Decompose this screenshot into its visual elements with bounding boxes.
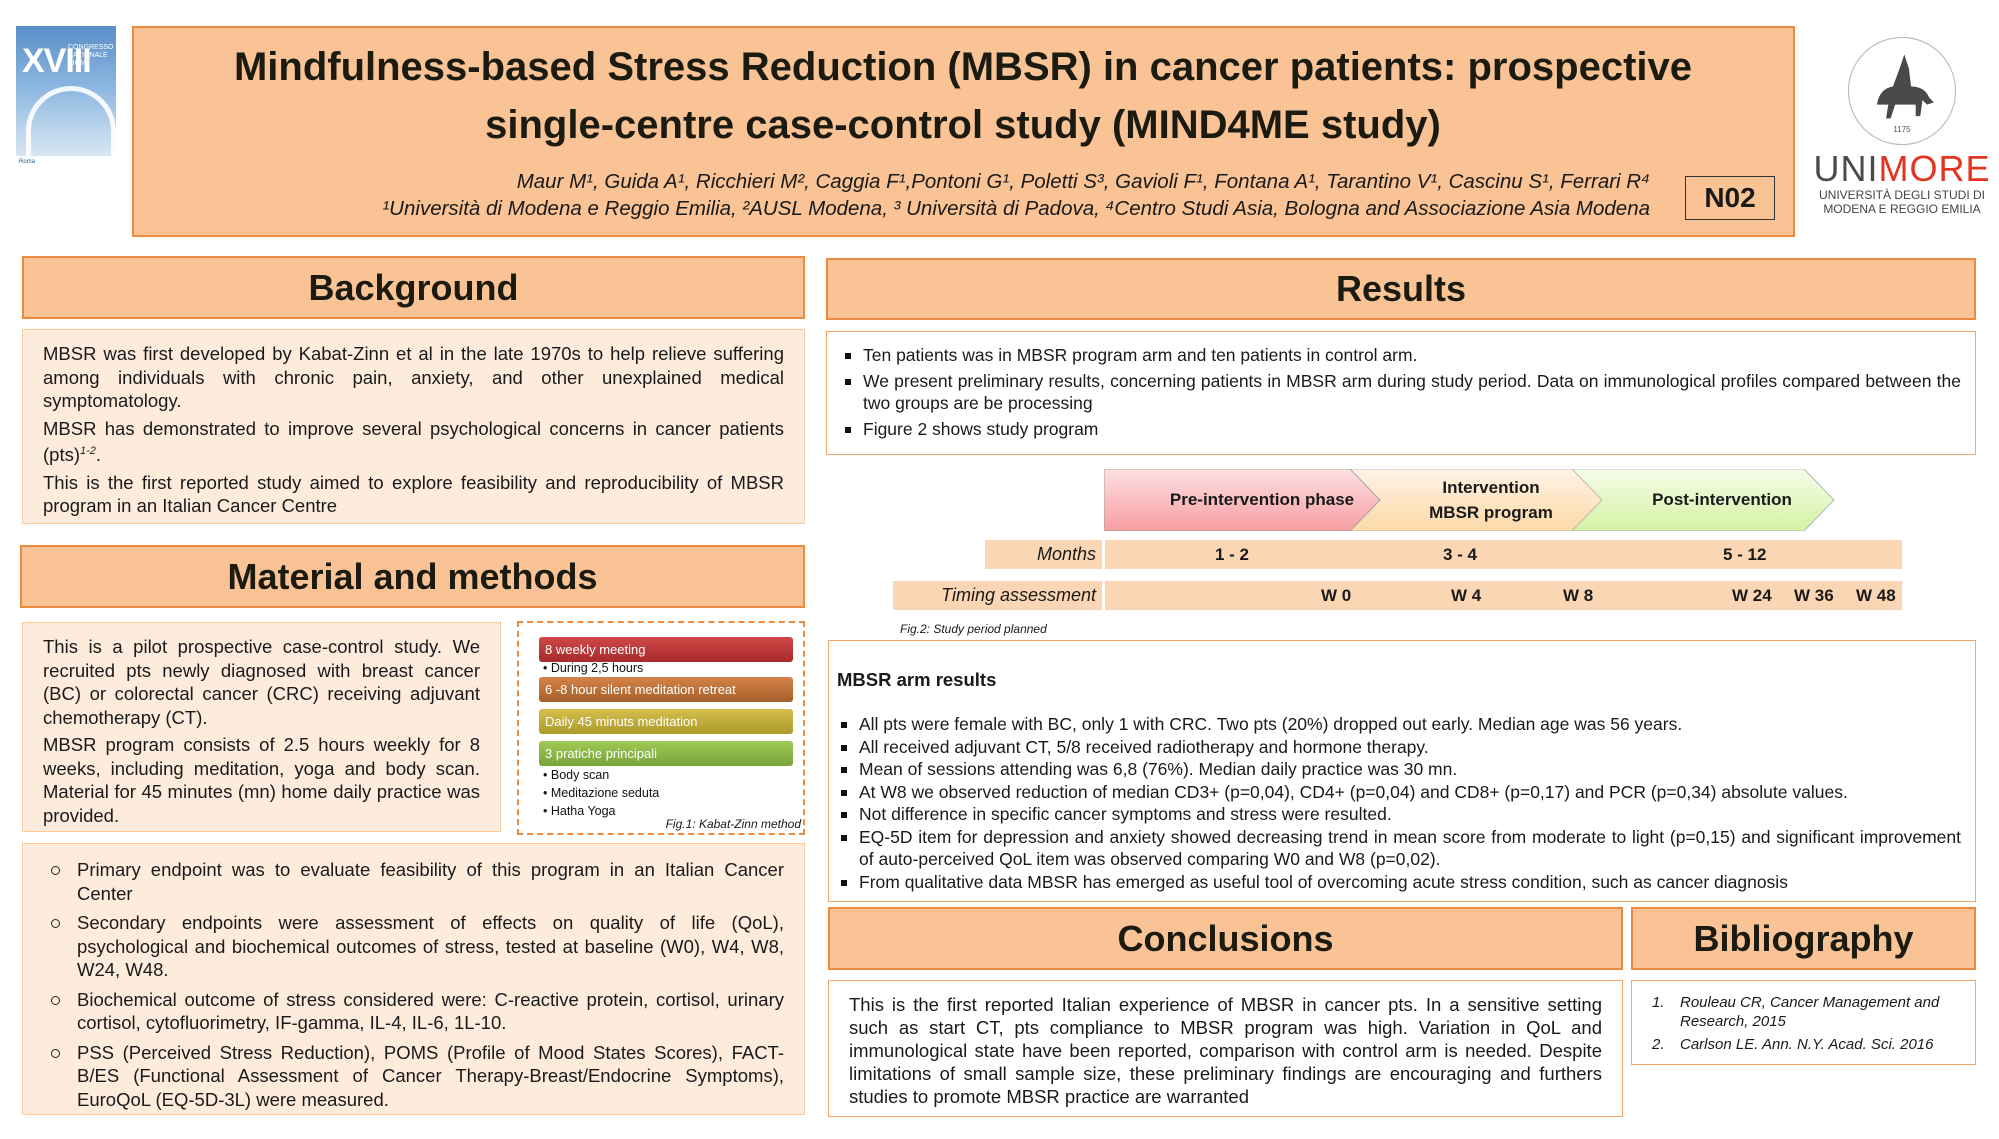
- fig1-sub-item: Meditazione seduta: [543, 786, 659, 800]
- poster-title: Mindfulness-based Stress Reduction (MBSR…: [150, 38, 1776, 154]
- results-bullet: Ten patients was in MBSR program arm and…: [841, 344, 1961, 366]
- author-list: Maur M¹, Guida A¹, Ricchieri M², Caggia …: [516, 170, 1650, 193]
- bibliography-section: 1. Rouleau CR, Cancer Management and Rese…: [1631, 980, 1976, 1065]
- endpoint-item: Primary endpoint was to evaluate feasibi…: [43, 858, 784, 905]
- wordmark-uni: UNI: [1813, 148, 1879, 189]
- affiliations: ¹Università di Modena e Reggio Emilia, ²…: [382, 197, 1650, 220]
- results-intro-list: Ten patients was in MBSR program arm and…: [841, 344, 1961, 440]
- background-paragraph: MBSR was first developed by Kabat-Zinn e…: [43, 343, 784, 411]
- timing-value: W 4: [1451, 586, 1482, 605]
- methods-heading: Material and methods: [20, 545, 805, 608]
- fig1-bar-pratiche: 3 pratiche principali: [539, 741, 793, 766]
- university-seal-icon: 1175: [1845, 34, 1959, 148]
- conclusions-text: This is the first reported Italian exper…: [849, 994, 1602, 1107]
- months-value: 5 - 12: [1723, 545, 1767, 564]
- mbsr-result-item: From qualitative data MBSR has emerged a…: [837, 871, 1961, 894]
- mbsr-results-list: All pts were female with BC, only 1 with…: [837, 713, 1961, 893]
- mbsr-result-item: EQ-5D item for depression and anxiety sh…: [837, 826, 1961, 871]
- university-name-line-1: UNIVERSITÀ DEGLI STUDI DI: [1818, 188, 1986, 202]
- wordmark-more: MORE: [1878, 148, 1991, 189]
- bibliography-number: 1.: [1652, 994, 1665, 1011]
- mbsr-result-item: All pts were female with BC, only 1 with…: [837, 713, 1961, 736]
- mbsr-result-item: Mean of sessions attending was 6,8 (76%)…: [837, 758, 1961, 781]
- endpoints-section: Primary endpoint was to evaluate feasibi…: [22, 843, 805, 1115]
- phase-label-post: Post-intervention: [1652, 490, 1792, 509]
- fig1-sub-item: During 2,5 hours: [543, 661, 643, 675]
- phase-label-intervention: Intervention MBSR program: [1380, 475, 1602, 525]
- unimore-wordmark: UNIMORE: [1812, 148, 1992, 190]
- title-line-1: Mindfulness-based Stress Reduction (MBSR…: [233, 45, 1693, 89]
- results-bullet: We present preliminary results, concerni…: [841, 370, 1961, 414]
- background-heading: Background: [22, 256, 805, 319]
- figure-1-kabat-zinn: 8 weekly meeting During 2,5 hours 6 -8 h…: [517, 621, 805, 835]
- phase-label-intervention-line1: Intervention: [1442, 478, 1540, 497]
- fig1-bar-weekly-meeting: 8 weekly meeting: [539, 637, 793, 662]
- methods-paragraph: This is a pilot prospective case-control…: [43, 636, 480, 728]
- fig1-bar-daily-meditation: Daily 45 minuts meditation: [539, 709, 793, 734]
- citation-superscript: 1-2: [80, 445, 96, 457]
- bibliography-text: Rouleau CR, Cancer Management and Resear…: [1680, 994, 1940, 1030]
- background-section: MBSR was first developed by Kabat-Zinn e…: [22, 329, 805, 524]
- phase-label-intervention-line2: MBSR program: [1429, 503, 1553, 522]
- conference-numeral: XVIII: [22, 42, 92, 80]
- background-paragraph: MBSR has demonstrated to improve several…: [43, 417, 784, 467]
- phase-chevron-pre: [1104, 469, 1381, 531]
- methods-section: This is a pilot prospective case-control…: [22, 622, 501, 832]
- mbsr-results-title: MBSR arm results: [837, 669, 997, 690]
- timing-value: W 0: [1321, 586, 1352, 605]
- conclusions-section: This is the first reported Italian exper…: [828, 980, 1623, 1117]
- mbsr-result-item: Not difference in specific cancer sympto…: [837, 803, 1961, 826]
- months-row: 1 - 2 3 - 4 5 - 12: [1105, 540, 1902, 569]
- timing-value: W 48: [1856, 586, 1896, 605]
- mbsr-results-section: MBSR arm results All pts were female wit…: [828, 640, 1976, 902]
- conclusions-heading: Conclusions: [828, 907, 1623, 970]
- months-value: 1 - 2: [1215, 545, 1250, 564]
- university-name-line-2: MODENA E REGGIO EMILIA: [1823, 202, 1981, 216]
- authors-block: Maur M¹, Guida A¹, Ricchieri M², Caggia …: [150, 168, 1650, 222]
- fig1-sub-item: Body scan: [543, 768, 609, 782]
- timing-value: W 24: [1732, 586, 1772, 605]
- endpoint-item: Secondary endpoints were assessment of e…: [43, 911, 784, 982]
- endpoint-item: PSS (Perceived Stress Reduction), POMS (…: [43, 1041, 784, 1112]
- citation-end: .: [95, 444, 102, 466]
- fig1-bar-retreat: 6 -8 hour silent meditation retreat: [539, 677, 793, 702]
- timing-label: Timing assessment: [893, 581, 1102, 610]
- fig2-caption: Fig.2: Study period planned: [900, 622, 1047, 636]
- poster-code-badge: N02: [1685, 176, 1775, 220]
- bibliography-list: 1. Rouleau CR, Cancer Management and Rese…: [1648, 993, 1959, 1054]
- university-name: UNIVERSITÀ DEGLI STUDI DI MODENA E REGGI…: [1812, 188, 1992, 216]
- bibliography-item: 1. Rouleau CR, Cancer Management and Rese…: [1648, 993, 1959, 1031]
- months-label: Months: [985, 540, 1102, 569]
- mbsr-result-item: At W8 we observed reduction of median CD…: [837, 781, 1961, 804]
- conference-logo: XVIII CONGRESSO NAZIONALE AIOM Roma: [16, 26, 116, 178]
- background-paragraph-text: MBSR has demonstrated to improve several…: [43, 417, 784, 466]
- title-banner: [132, 26, 1795, 237]
- bibliography-item: 2. Carlson LE. Ann. N.Y. Acad. Sci. 2016: [1648, 1035, 1959, 1054]
- timing-value: W 36: [1794, 586, 1834, 605]
- title-line-2: single-centre case-control study (MIND4M…: [485, 103, 1441, 147]
- results-heading: Results: [826, 258, 1976, 320]
- mbsr-result-item: All received adjuvant CT, 5/8 received r…: [837, 736, 1961, 759]
- results-bullet: Figure 2 shows study program: [841, 418, 1961, 440]
- timing-row: W 0 W 4 W 8 W 24 W 36 W 48: [1105, 581, 1902, 610]
- fig1-sub-item: Hatha Yoga: [543, 804, 616, 818]
- figure-2-study-timeline: Pre-intervention phase Intervention MBSR…: [1104, 469, 1904, 531]
- endpoint-item: Biochemical outcome of stress considered…: [43, 988, 784, 1035]
- months-value: 3 - 4: [1443, 545, 1478, 564]
- fig1-caption: Fig.1: Kabat-Zinn method: [665, 817, 801, 831]
- bibliography-number: 2.: [1652, 1036, 1665, 1053]
- results-intro-section: Ten patients was in MBSR program arm and…: [826, 331, 1976, 455]
- conference-footer: Roma: [16, 156, 116, 178]
- background-paragraph: This is the first reported study aimed t…: [43, 471, 784, 517]
- bibliography-text: Carlson LE. Ann. N.Y. Acad. Sci. 2016: [1680, 1036, 1934, 1053]
- timing-value: W 8: [1563, 586, 1594, 605]
- methods-paragraph: MBSR program consists of 2.5 hours weekl…: [43, 734, 480, 826]
- bibliography-heading: Bibliography: [1631, 907, 1976, 970]
- bridge-arc-graphic: [26, 86, 116, 161]
- endpoints-list: Primary endpoint was to evaluate feasibi…: [43, 858, 784, 1111]
- conference-name: CONGRESSO NAZIONALE AIOM: [68, 44, 114, 67]
- phase-label-pre: Pre-intervention phase: [1169, 490, 1355, 509]
- seal-year: 1175: [1893, 125, 1911, 134]
